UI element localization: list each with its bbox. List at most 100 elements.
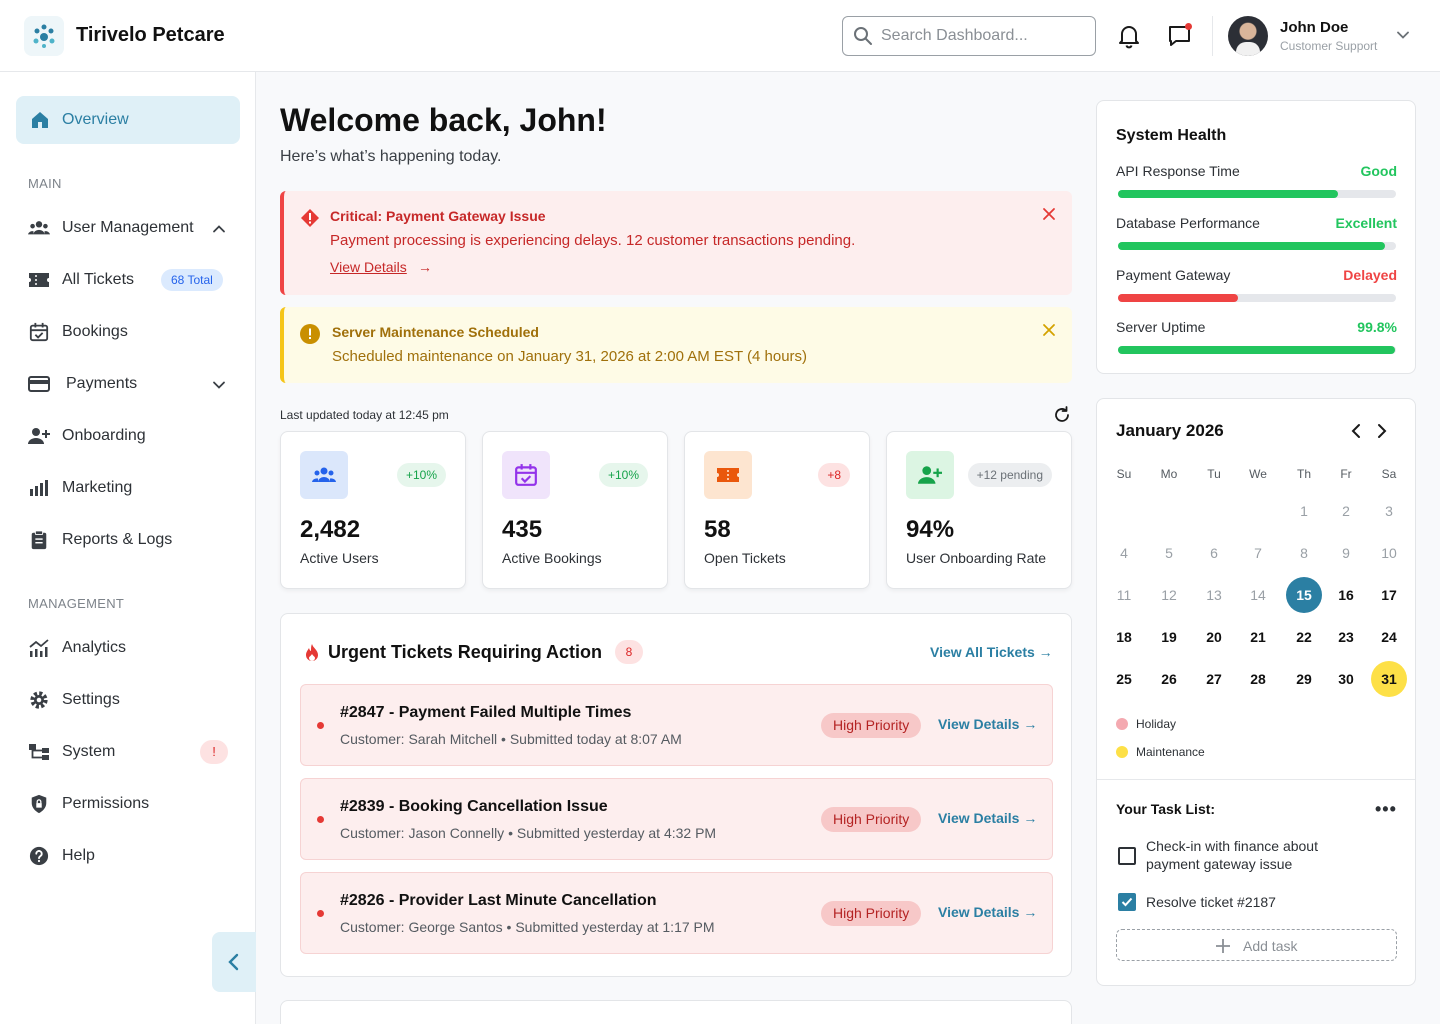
ticket-row[interactable]: #2826 - Provider Last Minute Cancellatio… (300, 872, 1053, 954)
calendar-day[interactable]: 6 (1210, 545, 1218, 561)
calendar-day[interactable]: 26 (1161, 671, 1177, 687)
calendar-check-icon (515, 464, 537, 486)
calendar-day[interactable]: 13 (1206, 587, 1222, 603)
calendar-day[interactable]: 8 (1300, 545, 1308, 561)
ticket-view-details-link[interactable]: View Details → (938, 810, 1038, 826)
arrow-right-icon: → (418, 259, 432, 275)
close-icon[interactable] (1042, 207, 1056, 221)
alert-view-details-link[interactable]: View Details (330, 259, 407, 275)
clipboard-icon (31, 530, 47, 550)
sidebar-item-label: Permissions (62, 795, 150, 812)
calendar-day[interactable]: 16 (1338, 587, 1354, 603)
chevron-up-icon[interactable] (212, 222, 226, 236)
paw-logo-icon (33, 24, 55, 48)
metric-label: Server Uptime (1116, 319, 1206, 335)
ticket-title: #2847 - Payment Failed Multiple Times (340, 704, 632, 721)
stat-card-open-tickets[interactable]: +8 58 Open Tickets (684, 431, 870, 589)
task-checkbox[interactable] (1118, 847, 1136, 865)
calendar-day[interactable]: 25 (1116, 671, 1132, 687)
task-text: Check-in with finance about payment gate… (1146, 838, 1318, 872)
add-task-button[interactable]: Add task (1116, 929, 1397, 961)
sidebar-item-payments[interactable]: Payments (16, 364, 240, 404)
more-options-icon[interactable]: ••• (1375, 799, 1397, 819)
sidebar-item-all-tickets[interactable]: All Tickets 68 Total (16, 260, 240, 300)
maintenance-alert: Server Maintenance Scheduled Scheduled m… (280, 307, 1072, 383)
stat-card-active-users[interactable]: +10% 2,482 Active Users (280, 431, 466, 589)
close-icon[interactable] (1042, 323, 1056, 337)
calendar-day[interactable]: 12 (1161, 587, 1177, 603)
ticket-view-details-link[interactable]: View Details → (938, 904, 1038, 920)
sidebar-item-system[interactable]: System ! (16, 732, 240, 772)
analytics-icon (29, 639, 49, 657)
refresh-icon[interactable] (1052, 405, 1072, 425)
calendar-day[interactable]: 5 (1165, 545, 1173, 561)
priority-badge: High Priority (821, 807, 922, 832)
logo[interactable] (24, 16, 64, 56)
metric-bar-fill (1118, 190, 1338, 198)
sidebar-item-permissions[interactable]: Permissions (16, 784, 240, 824)
calendar-day[interactable]: 22 (1296, 629, 1312, 645)
calendar-day[interactable]: 23 (1338, 629, 1354, 645)
calendar-day[interactable]: 2 (1342, 503, 1350, 519)
calendar-day[interactable]: 15 (1286, 577, 1322, 613)
calendar-day[interactable]: 4 (1120, 545, 1128, 561)
sidebar-item-marketing[interactable]: Marketing (16, 468, 240, 508)
chevron-down-icon[interactable] (1396, 28, 1410, 42)
calendar-day[interactable]: 7 (1254, 545, 1262, 561)
panel-divider (1097, 779, 1415, 780)
calendar-day[interactable]: 14 (1250, 587, 1266, 603)
ticket-row[interactable]: #2847 - Payment Failed Multiple Times Cu… (300, 684, 1053, 766)
view-all-tickets-link[interactable]: View All Tickets → (930, 644, 1053, 660)
chevron-right-icon[interactable] (1375, 423, 1389, 439)
calendar-day[interactable]: 19 (1161, 629, 1177, 645)
ticket-view-details-link[interactable]: View Details → (938, 716, 1038, 732)
stat-card-active-bookings[interactable]: +10% 435 Active Bookings (482, 431, 668, 589)
stat-card-onboarding-rate[interactable]: +12 pending 94% User Onboarding Rate (886, 431, 1072, 589)
calendar-day[interactable]: 27 (1206, 671, 1222, 687)
collapse-sidebar-button[interactable] (212, 932, 256, 992)
calendar-day[interactable]: 31 (1371, 661, 1407, 697)
calendar-day[interactable]: 18 (1116, 629, 1132, 645)
avatar[interactable] (1228, 16, 1268, 56)
sidebar-item-analytics[interactable]: Analytics (16, 628, 240, 668)
ticket-icon (29, 273, 49, 287)
legend-label: Maintenance (1136, 745, 1205, 759)
page-subtitle: Here’s what’s happening today. (280, 148, 502, 165)
page-title: Welcome back, John! (280, 102, 607, 138)
calendar-day[interactable]: 11 (1116, 587, 1132, 603)
chevron-left-icon[interactable] (1349, 423, 1363, 439)
legend-dot-holiday (1116, 718, 1128, 730)
sidebar-item-reports-logs[interactable]: Reports & Logs (16, 520, 240, 560)
calendar-day[interactable]: 3 (1385, 503, 1393, 519)
stat-icon-box (502, 451, 550, 499)
search-input[interactable] (881, 25, 1086, 47)
calendar-day[interactable]: 17 (1381, 587, 1397, 603)
urgent-tickets-panel: Urgent Tickets Requiring Action 8 View A… (280, 613, 1072, 977)
calendar-day[interactable]: 28 (1250, 671, 1266, 687)
ticket-row[interactable]: #2839 - Booking Cancellation Issue Custo… (300, 778, 1053, 860)
notifications-button[interactable] (1116, 22, 1142, 50)
sidebar-item-help[interactable]: Help (16, 836, 240, 876)
calendar-day[interactable]: 20 (1206, 629, 1222, 645)
messages-button[interactable] (1167, 22, 1193, 50)
chevron-down-icon[interactable] (212, 378, 226, 392)
metric-bar (1118, 190, 1396, 198)
task-checkbox[interactable] (1118, 893, 1136, 911)
ticket-title: #2839 - Booking Cancellation Issue (340, 798, 608, 815)
sidebar-item-onboarding[interactable]: Onboarding (16, 416, 240, 456)
calendar-day[interactable]: 21 (1250, 629, 1266, 645)
calendar-day[interactable]: 9 (1342, 545, 1350, 561)
calendar-weekday: Th (1296, 467, 1311, 481)
sidebar-item-overview[interactable]: Overview (16, 96, 240, 144)
calendar-day[interactable]: 29 (1296, 671, 1312, 687)
calendar-day[interactable]: 30 (1338, 671, 1354, 687)
calendar-day[interactable]: 1 (1300, 503, 1308, 519)
check-icon (1121, 897, 1133, 907)
calendar-day[interactable]: 10 (1381, 545, 1397, 561)
search-box[interactable] (842, 16, 1096, 56)
sidebar-item-settings[interactable]: Settings (16, 680, 240, 720)
sidebar-item-user-management[interactable]: User Management (16, 208, 240, 248)
sidebar-item-bookings[interactable]: Bookings (16, 312, 240, 352)
next-panel (280, 1000, 1072, 1024)
calendar-day[interactable]: 24 (1381, 629, 1397, 645)
